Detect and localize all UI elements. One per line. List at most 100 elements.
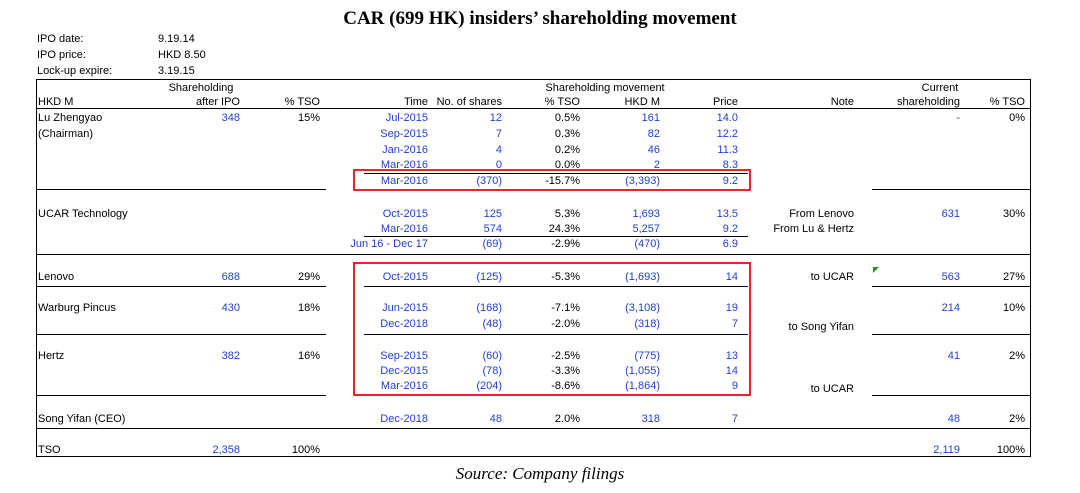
cur-warburg: 214 [941,302,960,314]
after-ipo-tso: 2,358 [212,444,240,456]
move-time: Mar-2016 [380,380,428,392]
after-ipo-lenovo: 688 [221,271,240,283]
divider [36,254,1030,255]
move-note: to UCAR [810,383,854,395]
move-shares: 12 [489,112,502,124]
header-mv-hkdm: HKD M [624,96,660,108]
move-time: Dec-2018 [380,413,428,425]
move-time: Mar-2016 [380,223,428,235]
move-price: 7 [731,318,738,330]
move-time: Jan-2016 [382,144,428,156]
divider [36,334,326,335]
divider [872,334,1030,335]
holder-name-warburg: Warburg Pincus [38,302,116,314]
divider [872,286,1030,287]
move-shares: (370) [476,175,502,187]
move-time: Jun-2015 [382,302,428,314]
meta-label-lockup: Lock-up expire: [37,65,113,77]
holder-name-lenovo: Lenovo [38,271,75,283]
source-note: Source: Company filings [455,464,625,483]
tso-lu: 15% [297,112,320,124]
meta-value-ipo-price: HKD 8.50 [158,49,206,61]
move-price: 6.9 [722,238,738,250]
move-hkdm: 2 [653,159,660,171]
move-hkdm: (3,393) [625,175,660,187]
move-hkdm: (1,055) [625,365,660,377]
meta-label-ipo-price: IPO price: [37,49,86,61]
cur-tso-ucar: 30% [1002,208,1025,220]
comment-marker-icon [873,267,879,273]
divider [364,236,748,237]
table-top-border [36,79,1030,80]
header-after-ipo: after IPO [195,96,240,108]
move-shares: (78) [482,365,502,377]
header-tso: % TSO [284,96,320,108]
move-shares: 0 [495,159,502,171]
move-pct: -2.9% [551,238,580,250]
cur-lenovo: 563 [941,271,960,283]
move-shares: 7 [495,128,502,140]
divider [872,395,1030,396]
divider [872,189,1030,190]
cur-tso-total-shares: 2,119 [933,444,960,456]
move-pct: 0.3% [554,128,580,140]
move-price: 7 [731,413,738,425]
holder-name-lu: Lu Zhengyao [38,112,103,124]
move-pct: 24.3% [548,223,580,235]
divider [364,334,748,335]
cur-tso-lu: 0% [1009,112,1025,124]
cur-lu: - [956,112,960,124]
move-pct: 5.3% [554,208,580,220]
move-hkdm: 5,257 [632,223,660,235]
move-price: 14 [725,271,738,283]
move-price: 12.2 [716,128,738,140]
cur-tso-lenovo: 27% [1002,271,1025,283]
holder-name-hertz: Hertz [38,350,65,362]
move-shares: (204) [476,380,502,392]
move-shares: 125 [483,208,502,220]
move-pct: -5.3% [551,271,580,283]
tso-hertz: 16% [297,350,320,362]
move-price: 11.3 [717,144,738,156]
divider [364,173,748,174]
holder-sub-lu: (Chairman) [38,128,94,140]
move-price: 9 [731,380,738,392]
tso-total: 100% [291,444,320,456]
move-shares: (60) [482,350,502,362]
tso-lenovo: 29% [297,271,320,283]
move-shares: (125) [476,271,502,283]
header-bottom-border [36,108,1030,109]
header-no-shares: No. of shares [436,96,502,108]
move-hkdm: (470) [634,238,660,250]
header-movement: Shareholding movement [545,82,665,94]
move-hkdm: (318) [634,318,660,330]
move-pct: -2.5% [551,350,580,362]
move-time: Oct-2015 [382,208,428,220]
move-pct: 0.5% [554,112,580,124]
divider [36,395,326,396]
cur-tso-song: 2% [1009,413,1025,425]
move-shares: (168) [476,302,502,314]
header-cur-shareholding: shareholding [897,96,960,108]
holder-name-ucar: UCAR Technology [38,208,128,220]
move-hkdm: 46 [647,144,660,156]
move-price: 13.5 [716,208,738,220]
divider [36,286,326,287]
move-time: Jul-2015 [385,112,428,124]
header-time: Time [403,96,428,108]
move-hkdm: 1,693 [632,208,660,220]
header-current: Current [921,82,959,94]
table-bottom-border [36,456,1030,457]
cur-hertz: 41 [947,350,960,362]
meta-label-ipo-date: IPO date: [37,33,84,45]
move-note: to UCAR [810,271,854,283]
move-hkdm: (775) [634,350,660,362]
move-pct: -3.3% [551,365,580,377]
move-hkdm: 161 [641,112,660,124]
move-pct: -15.7% [545,175,580,187]
header-cur-tso: % TSO [989,96,1025,108]
move-price: 14 [725,365,738,377]
cur-tso-warburg: 10% [1002,302,1025,314]
move-price: 9.2 [722,175,738,187]
move-price: 8.3 [722,159,738,171]
